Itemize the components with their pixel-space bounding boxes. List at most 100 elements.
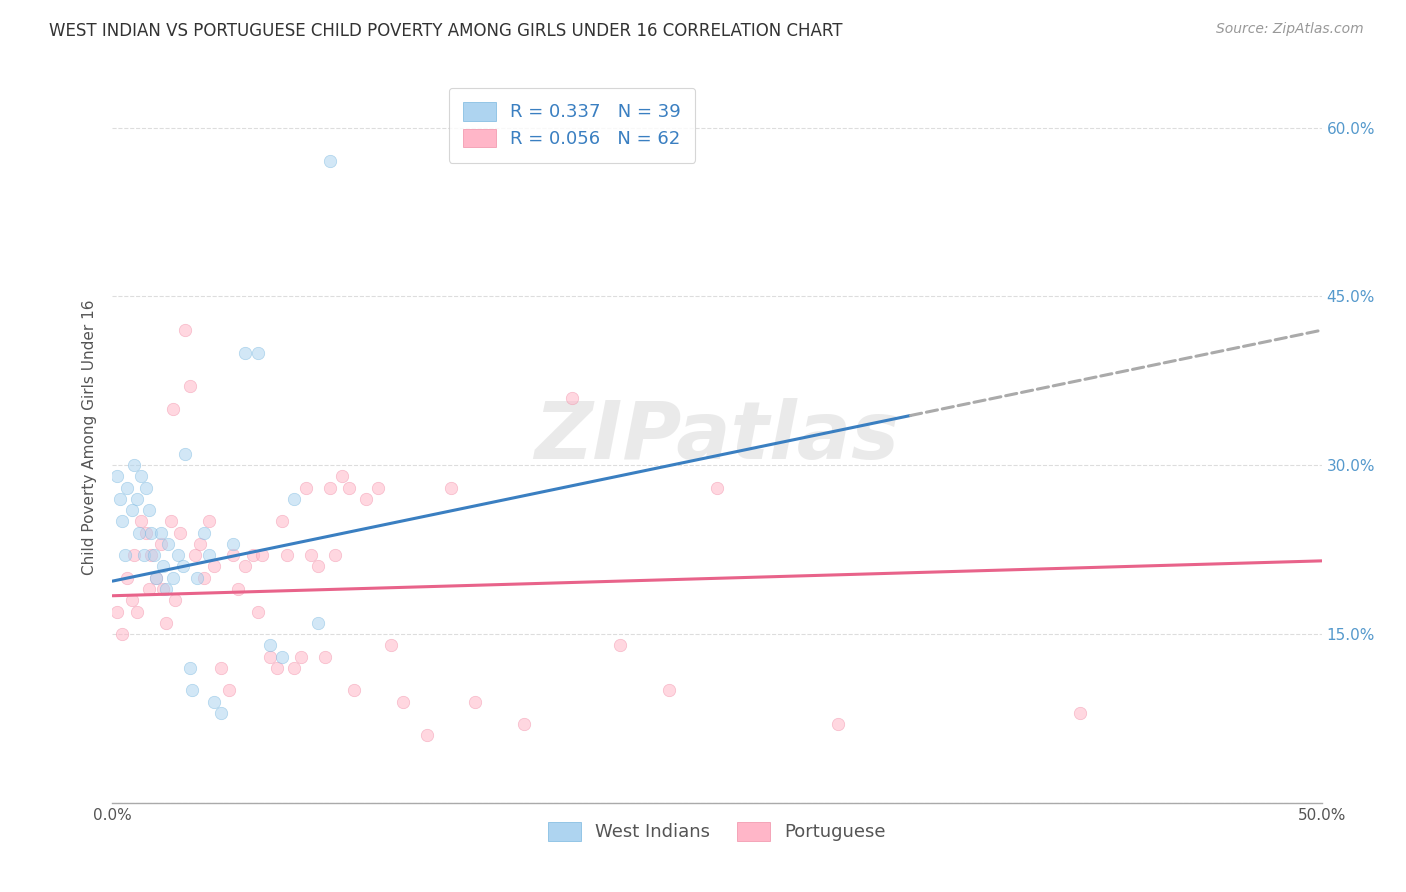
Point (356, 491, 378, 506)
Point (108, 491, 131, 506)
Point (159, 515, 181, 529)
Point (132, 548, 155, 562)
Point (222, 537, 245, 551)
Point (186, 571, 208, 585)
Point (314, 649, 336, 664)
Point (122, 548, 145, 562)
Point (235, 345, 257, 359)
Point (246, 605, 269, 619)
Point (319, 154, 342, 169)
Y-axis label: Child Poverty Among Girls Under 16: Child Poverty Among Girls Under 16 (82, 300, 97, 574)
Text: WEST INDIAN VS PORTUGUESE CHILD POVERTY AMONG GIRLS UNDER 16 CORRELATION CHART: WEST INDIAN VS PORTUGUESE CHILD POVERTY … (49, 22, 842, 40)
Point (152, 582, 174, 596)
Point (172, 559, 194, 574)
Point (181, 683, 204, 698)
Point (339, 481, 361, 495)
Point (165, 593, 187, 607)
Point (162, 401, 184, 416)
Point (138, 582, 160, 596)
Point (141, 525, 163, 540)
Point (259, 638, 281, 652)
Point (242, 548, 264, 562)
Legend: West Indians, Portuguese: West Indians, Portuguese (541, 814, 893, 848)
Point (179, 379, 201, 393)
Point (183, 548, 205, 562)
Point (114, 548, 136, 562)
Point (157, 537, 180, 551)
Point (138, 503, 160, 517)
Point (169, 525, 191, 540)
Point (128, 525, 150, 540)
Point (188, 537, 211, 551)
Point (152, 559, 174, 574)
Point (416, 728, 439, 742)
Point (367, 481, 389, 495)
Point (174, 447, 197, 461)
Point (609, 638, 631, 652)
Point (209, 661, 232, 675)
Point (330, 469, 353, 483)
Point (198, 548, 221, 562)
Point (252, 548, 274, 562)
Point (174, 323, 197, 337)
Point (155, 615, 177, 630)
Point (145, 571, 167, 585)
Point (142, 548, 165, 562)
Point (307, 559, 329, 574)
Point (125, 491, 148, 506)
Point (658, 683, 681, 698)
Point (246, 345, 269, 359)
Point (283, 491, 305, 506)
Text: Source: ZipAtlas.com: Source: ZipAtlas.com (1216, 22, 1364, 37)
Point (198, 515, 221, 529)
Point (202, 559, 225, 574)
Point (283, 661, 305, 675)
Point (295, 481, 318, 495)
Point (115, 481, 138, 495)
Point (512, 717, 534, 731)
Point (266, 661, 288, 675)
Point (125, 605, 148, 619)
Point (131, 515, 153, 529)
Point (193, 525, 215, 540)
Point (319, 481, 342, 495)
Point (121, 503, 143, 517)
Point (155, 582, 177, 596)
Point (827, 717, 849, 731)
Point (259, 649, 281, 664)
Point (141, 548, 163, 562)
Point (226, 582, 249, 596)
Point (179, 661, 201, 675)
Point (1069, 706, 1091, 720)
Point (290, 649, 312, 664)
Point (166, 548, 188, 562)
Point (270, 649, 292, 664)
Point (209, 706, 232, 720)
Text: ZIPatlas: ZIPatlas (534, 398, 900, 476)
Point (706, 481, 728, 495)
Point (121, 593, 143, 607)
Point (323, 548, 346, 562)
Point (391, 694, 413, 708)
Point (162, 571, 184, 585)
Point (202, 694, 225, 708)
Point (270, 515, 292, 529)
Point (307, 615, 329, 630)
Point (218, 683, 240, 698)
Point (105, 469, 128, 483)
Point (122, 458, 145, 473)
Point (131, 469, 153, 483)
Point (276, 548, 298, 562)
Point (105, 605, 128, 619)
Point (135, 525, 157, 540)
Point (235, 559, 257, 574)
Point (222, 548, 245, 562)
Point (111, 627, 134, 641)
Point (111, 515, 134, 529)
Point (561, 391, 583, 405)
Point (193, 571, 215, 585)
Point (149, 537, 172, 551)
Point (464, 694, 486, 708)
Point (135, 481, 157, 495)
Point (380, 638, 402, 652)
